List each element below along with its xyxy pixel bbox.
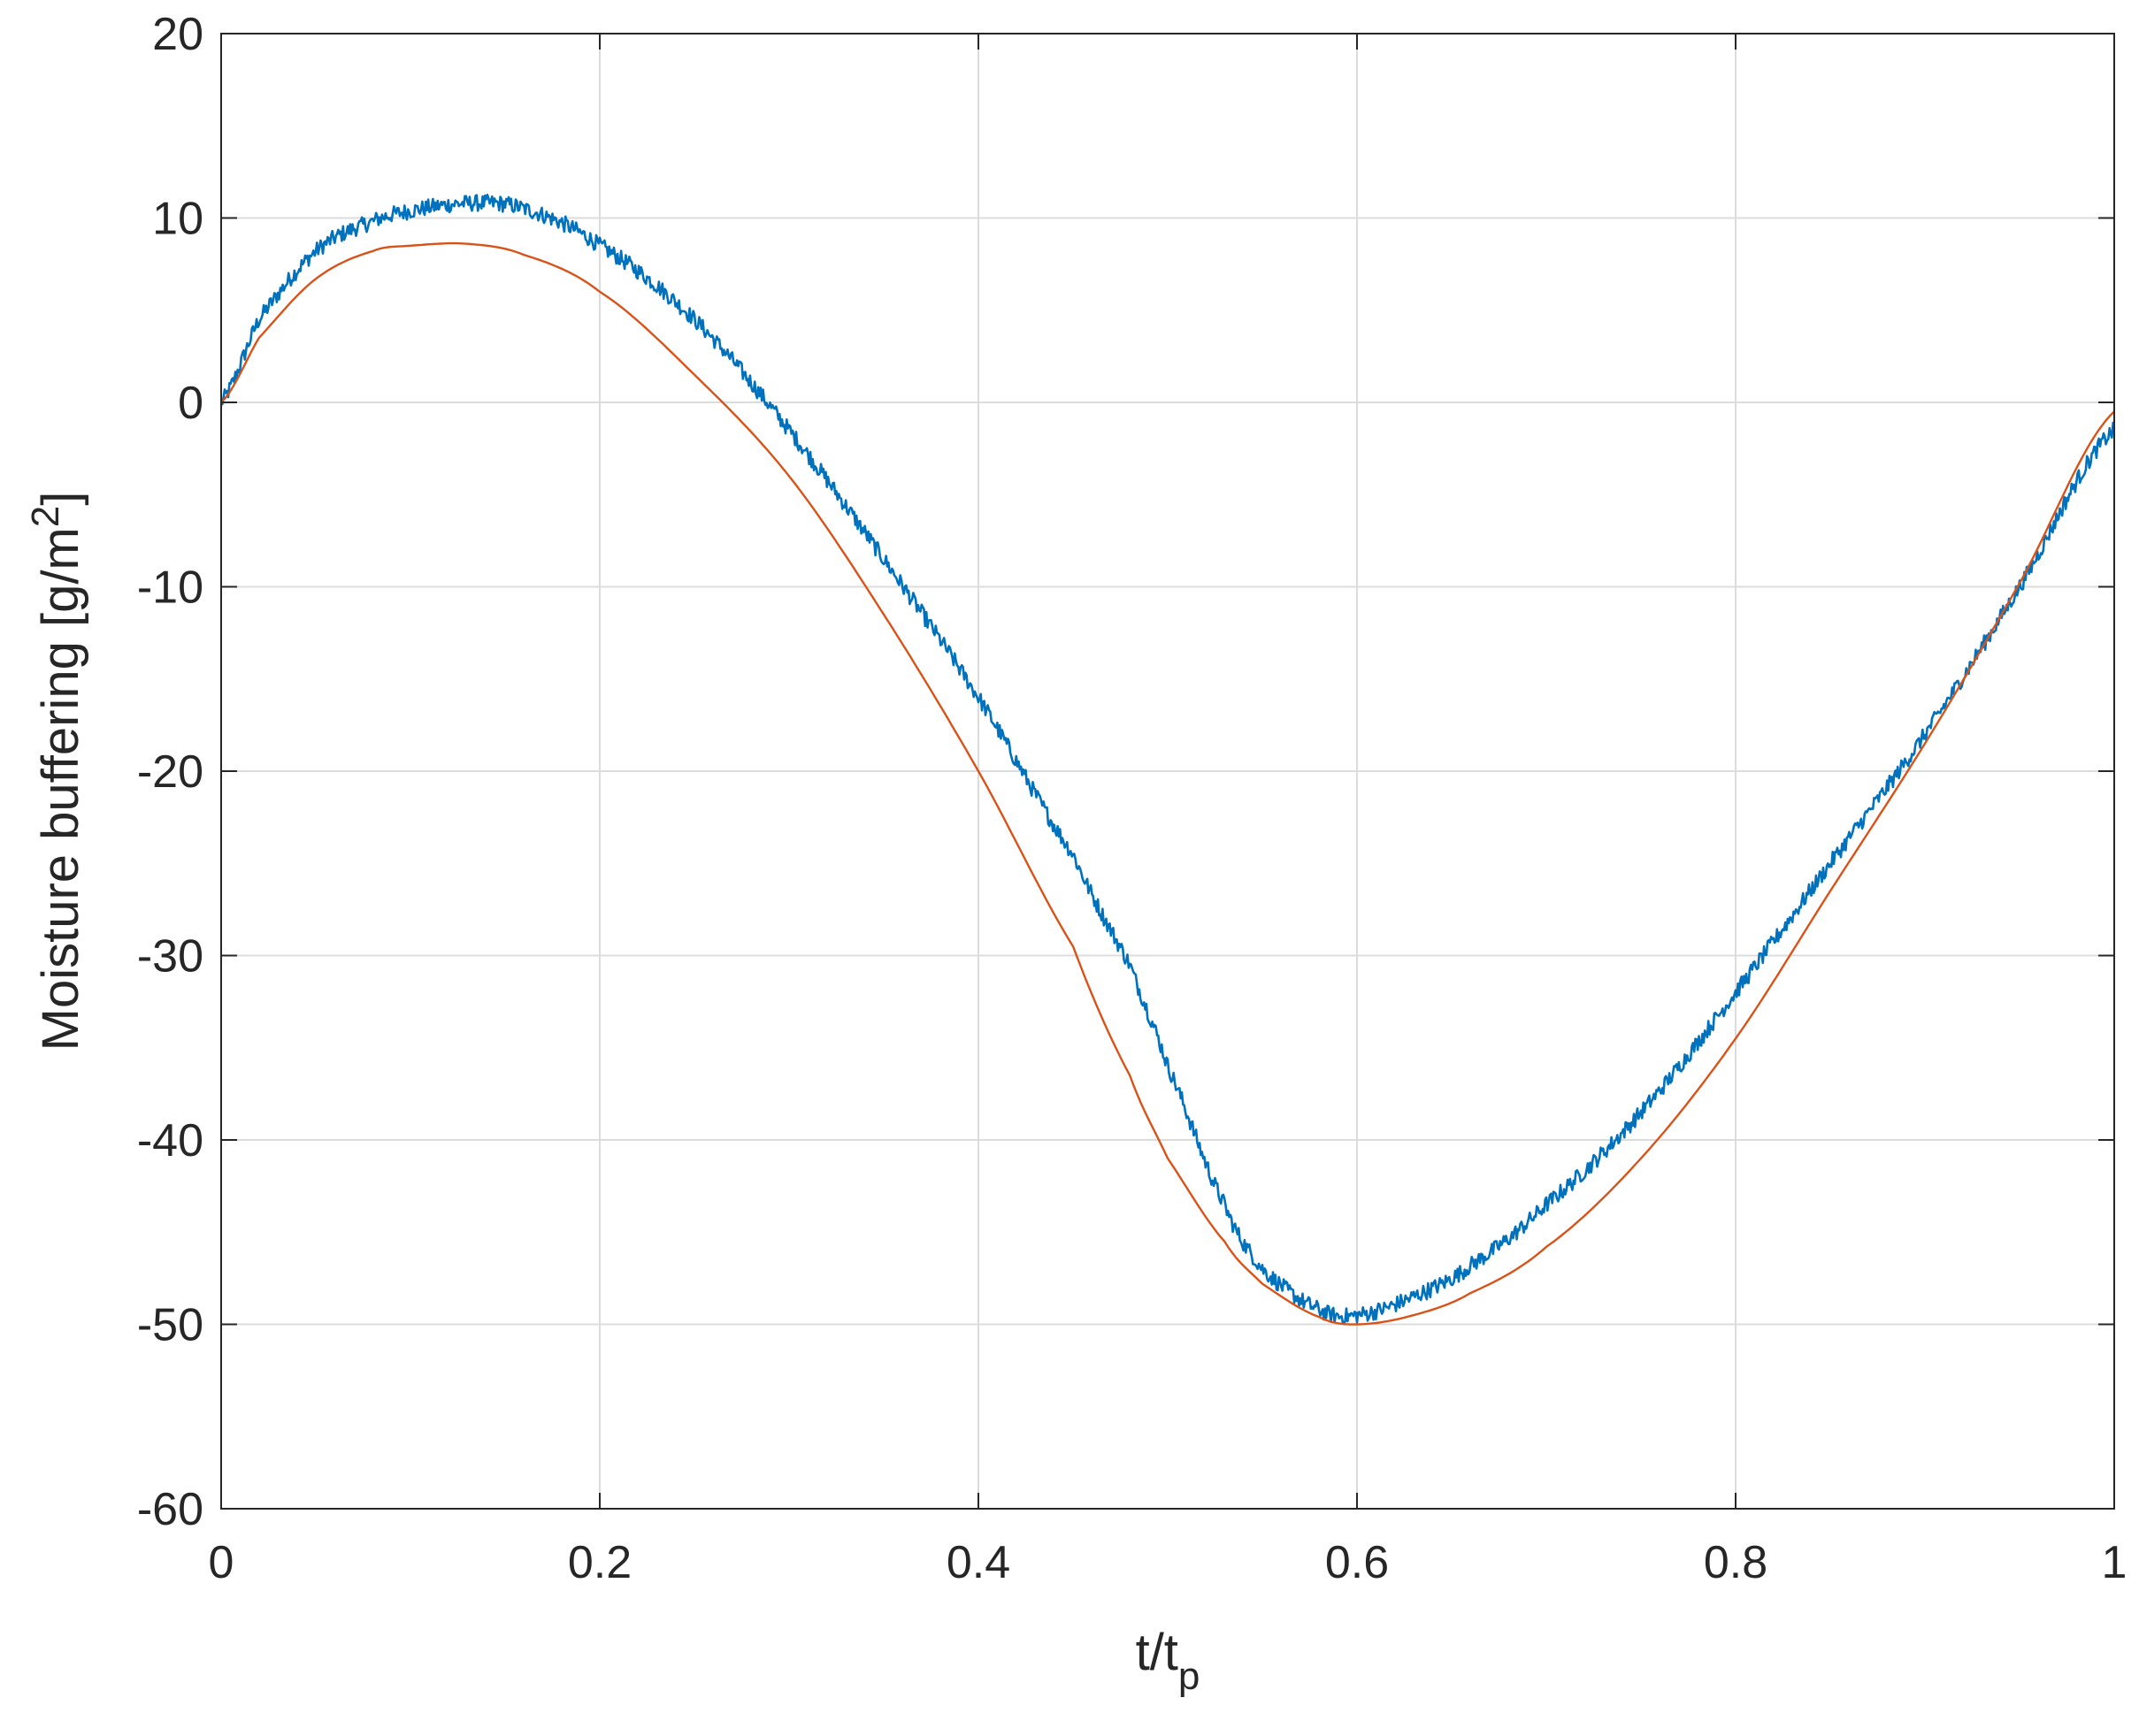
y-tick-label: 10: [152, 194, 203, 245]
x-tick-label: 0.6: [1325, 1537, 1389, 1588]
grid-lines: [220, 33, 2115, 1510]
y-tick-label: 0: [178, 378, 203, 429]
series-line-1: [219, 194, 2116, 1326]
y-tick-label: -60: [137, 1484, 203, 1535]
x-tick-label: 0.8: [1704, 1537, 1767, 1588]
y-tick-label: -30: [137, 931, 203, 983]
x-tick-labels: 0 0.2 0.4 0.6 0.8 1: [209, 1537, 2128, 1588]
y-tick-label: -50: [137, 1300, 203, 1351]
y-tick-labels: -60 -50 -40 -30 -20 -10 0 10 20: [137, 9, 203, 1535]
series-line-2: [220, 241, 2115, 1326]
y-tick-label: -40: [137, 1115, 203, 1166]
x-axis-title: t/tp: [1136, 1624, 1200, 1698]
x-tick-label: 0.4: [947, 1537, 1010, 1588]
x-tick-label: 0.2: [568, 1537, 632, 1588]
y-axis-title-main: Moisture buffering [g/m: [32, 527, 89, 1051]
x-tick-label: 0: [209, 1537, 234, 1588]
y-axis-title: Moisture buffering [g/m2]: [24, 492, 89, 1052]
y-axis-title-tail: ]: [32, 492, 89, 506]
y-tick-label: -20: [137, 746, 203, 798]
x-axis-title-subscript: p: [1178, 1655, 1200, 1698]
y-tick-label: -10: [137, 562, 203, 614]
x-tick-label: 1: [2102, 1537, 2128, 1588]
axis-ticks: [220, 33, 2115, 1510]
y-axis-title-superscript: 2: [24, 506, 67, 527]
plot-series: [219, 194, 2116, 1326]
x-axis-title-main: t/t: [1136, 1624, 1178, 1681]
y-tick-label: 20: [152, 9, 203, 60]
